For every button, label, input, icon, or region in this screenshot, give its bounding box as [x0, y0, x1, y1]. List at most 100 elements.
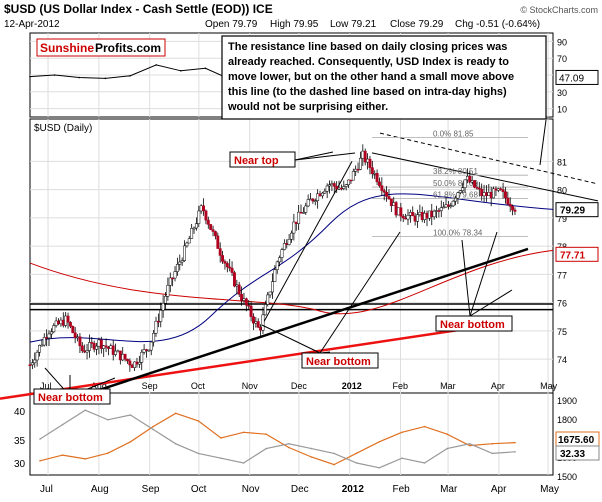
comp-month-label: Oct — [191, 484, 207, 495]
candle-body — [97, 339, 101, 347]
candle-body — [470, 180, 474, 183]
logo: Sunshine Profits.com — [36, 38, 166, 57]
price-month-label: Mar — [440, 381, 456, 391]
fib-label: 100.0% 78.34 — [433, 229, 483, 238]
candle-body — [230, 267, 234, 273]
gray-point — [310, 447, 313, 450]
ohlc-high: High 79.95 — [270, 19, 319, 30]
candle-body — [244, 298, 248, 306]
candle-body — [484, 192, 488, 196]
candle-body — [161, 303, 165, 311]
candle-body — [87, 342, 91, 351]
candle-body — [66, 315, 70, 323]
price-tick-label: 77 — [557, 270, 567, 280]
candle-body — [501, 189, 505, 192]
candle-body — [183, 245, 186, 261]
candle-body — [242, 298, 246, 301]
candle-body — [380, 185, 384, 191]
candle-body — [199, 205, 203, 212]
candle-body — [347, 179, 351, 185]
candle-body — [57, 320, 60, 325]
gray-point — [129, 414, 132, 416]
label-near-bottom-right: Near bottom — [440, 319, 505, 331]
callout-leader — [294, 152, 356, 161]
price-tick-label: 81 — [557, 157, 567, 167]
gray-point — [197, 452, 200, 455]
candle-body — [221, 255, 225, 262]
candle-body — [435, 210, 438, 212]
rsi-badge-label: 47.09 — [559, 73, 584, 84]
resistance-note: The resistance line based on daily closi… — [221, 35, 547, 120]
rsi-point — [78, 76, 80, 79]
callout-leader — [469, 289, 513, 317]
candle-body — [375, 173, 379, 183]
rsi-point — [180, 70, 182, 72]
orange-point — [310, 456, 313, 458]
candle-body — [116, 350, 120, 353]
comp-right-tick: 1800 — [557, 415, 577, 425]
label-near-top: Near top — [234, 155, 279, 167]
fib-label: 61.8% 79.68 — [433, 191, 478, 200]
callout-near-top: Near top — [229, 151, 296, 168]
candle-body — [368, 158, 372, 168]
orange-point — [355, 452, 358, 455]
logo-sunshine: Sunshine — [40, 41, 94, 55]
orange-point — [265, 433, 267, 436]
candle-body — [508, 203, 512, 207]
callout-near-bottom-mid: Near bottom — [301, 352, 379, 369]
candle-body — [487, 191, 491, 196]
candle-body — [249, 305, 253, 317]
candle-body — [309, 198, 312, 201]
candle-body — [278, 257, 282, 263]
candle-body — [406, 215, 410, 220]
resistance-line — [371, 152, 599, 202]
candle-body — [90, 342, 94, 344]
candle-body — [83, 350, 87, 353]
candle-body — [42, 337, 46, 346]
orange-point — [288, 446, 290, 449]
candle-body — [373, 173, 377, 175]
candle-body — [399, 207, 403, 217]
gray-point — [152, 428, 154, 431]
candle-body — [401, 215, 405, 219]
rsi-point — [104, 77, 107, 80]
candle-body — [513, 209, 517, 212]
candle-body — [382, 190, 386, 193]
gray-point — [61, 423, 64, 426]
candle-body — [332, 183, 336, 187]
candle-body — [190, 228, 194, 239]
price-month-label: Apr — [491, 381, 505, 391]
candle-body — [294, 221, 298, 224]
comp-left-tick: 30 — [14, 459, 26, 470]
candle-body — [159, 310, 163, 322]
candle-body — [456, 192, 460, 199]
comp-month-label: Jul — [40, 484, 53, 495]
candle-body — [299, 211, 303, 214]
label-near-bottom-left: Near bottom — [38, 392, 103, 404]
candle-body — [290, 232, 293, 240]
comp-month-label: Feb — [393, 484, 411, 495]
candle-body — [123, 353, 127, 360]
orange-point — [423, 425, 426, 428]
price-month-label: Dec — [291, 381, 308, 391]
candle-body — [126, 358, 129, 362]
candle-body — [492, 188, 496, 199]
candle-body — [427, 210, 431, 219]
orange-point — [84, 458, 87, 460]
candle-body — [252, 316, 255, 324]
callout-near-bottom-left: Near bottom — [33, 388, 111, 405]
candle-body — [237, 284, 241, 295]
orange-point — [107, 452, 109, 455]
orange-point — [446, 433, 448, 436]
orange-point — [152, 425, 154, 428]
callout-leader — [539, 119, 547, 166]
candle-body — [142, 349, 146, 353]
callout-leader — [319, 231, 401, 354]
candle-body — [446, 204, 450, 207]
candle-body — [30, 362, 34, 366]
candle-body — [420, 212, 424, 220]
comp-left-tick: 40 — [14, 407, 26, 418]
candle-body — [107, 346, 110, 349]
comp-month-label: May — [540, 484, 559, 495]
